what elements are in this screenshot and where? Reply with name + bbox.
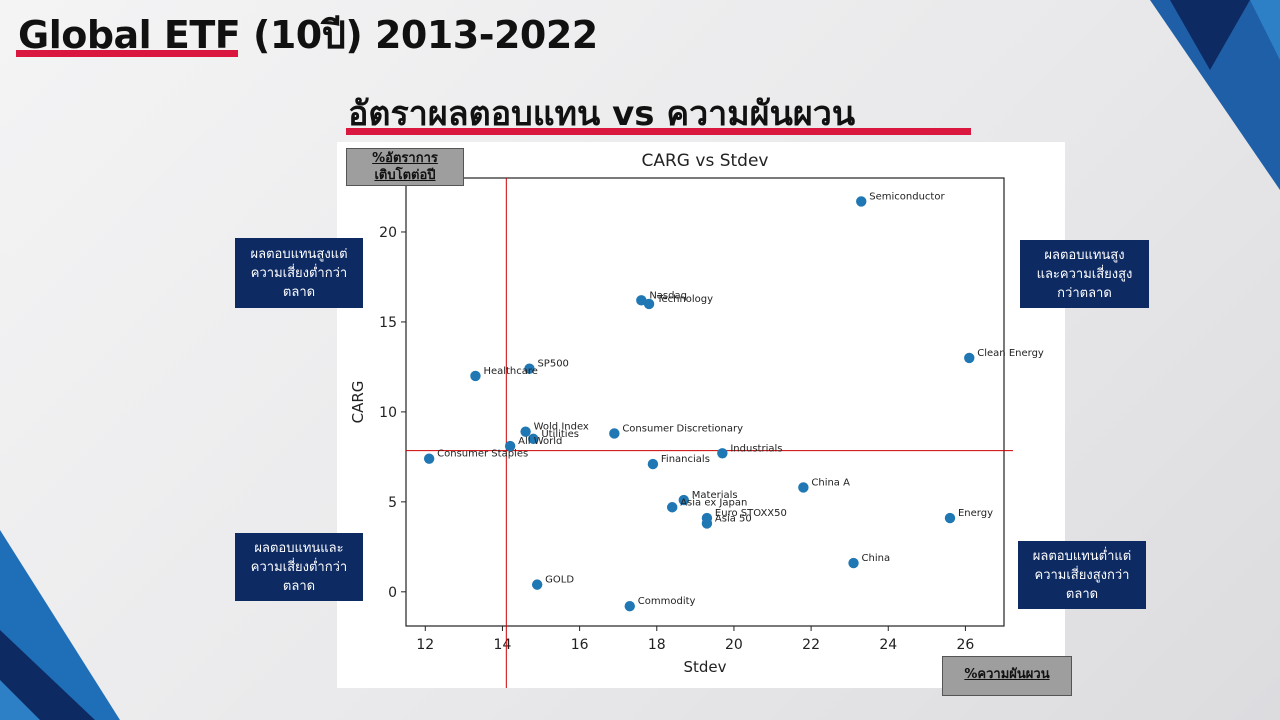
- y-tick-label: 15: [379, 315, 397, 331]
- scatter-chart: CARG vs Stdev 12 14 16 18 20 22 24 26 0 5 10 15 20 Std…: [349, 151, 1044, 688]
- data-point: [524, 363, 535, 374]
- data-point: [701, 518, 713, 529]
- data-point-label: Utilities: [541, 429, 579, 440]
- quadrant-top-left-box: ผลตอบแทนสูงแต่ ความเสี่ยงต่ำกว่า ตลาด: [235, 238, 363, 308]
- slide-title: Global ETF (10ปี) 2013-2022: [18, 13, 598, 57]
- data-point-label: Technology: [656, 294, 713, 305]
- data-point-label: Wold Index: [534, 422, 589, 433]
- data-point-label: SP500: [537, 359, 568, 370]
- data-point: [856, 196, 867, 207]
- data-point-label: Materials: [692, 490, 738, 501]
- data-point: [667, 502, 678, 513]
- bottom-left-decoration: [0, 530, 120, 720]
- x-tick-label: 20: [725, 637, 743, 653]
- data-point-label: Commodity: [638, 596, 696, 607]
- data-point: [964, 352, 975, 364]
- y-tick-label: 5: [388, 495, 397, 511]
- data-point-label: Energy: [958, 508, 993, 519]
- data-point-label: Consumer Staples: [437, 449, 528, 460]
- data-point-label: Euro STOXX50: [715, 508, 787, 519]
- quadrant-bottom-left-box: ผลตอบแทนและ ความเสี่ยงต่ำกว่า ตลาด: [235, 533, 363, 601]
- y-tick-label: 20: [379, 225, 397, 241]
- quadrant-bottom-right-box: ผลตอบแทนต่ำแต่ ความเสี่ยงสูงกว่า ตลาด: [1018, 541, 1146, 609]
- data-point: [643, 298, 655, 310]
- data-point-label: Industrials: [730, 443, 782, 454]
- data-point-label: Clean Energy: [977, 348, 1044, 359]
- x-tick-label: 26: [957, 637, 975, 653]
- data-point: [636, 295, 647, 306]
- quadrant-top-right-box: ผลตอบแทนสูง และความเสี่ยงสูง กว่าตลาด: [1020, 240, 1149, 308]
- data-point: [520, 426, 531, 437]
- y-tick-label: 10: [379, 405, 397, 421]
- data-point: [470, 370, 481, 382]
- data-point: [647, 458, 659, 470]
- chart-title: CARG vs Stdev: [642, 151, 769, 171]
- data-point-label: Asia 50: [715, 513, 752, 524]
- x-tick-label: 16: [571, 637, 589, 653]
- subtitle-underline: [346, 128, 971, 135]
- top-right-decoration: [1150, 0, 1280, 190]
- data-point-label: Asia ex Japan: [680, 497, 747, 508]
- data-point-label: China A: [811, 477, 850, 488]
- data-point: [624, 601, 635, 612]
- plot-frame: [405, 177, 1005, 627]
- data-point: [528, 433, 539, 445]
- x-axis-tag: %ความผันผวน: [942, 656, 1072, 696]
- slide-subtitle: อัตราผลตอบแทน vs ความผันผวน: [348, 94, 856, 134]
- data-point-label: All World: [518, 436, 562, 447]
- data-point: [609, 428, 620, 439]
- data-point-label: Consumer Discretionary: [622, 423, 743, 434]
- data-point: [944, 512, 956, 524]
- data-point: [848, 557, 859, 569]
- data-point: [798, 482, 809, 493]
- data-point-label: GOLD: [545, 575, 574, 586]
- y-axis-tag: %อัตราการ เติบโตต่อปี: [346, 148, 464, 186]
- x-tick-label: 22: [802, 637, 820, 653]
- x-tick-label: 14: [494, 637, 512, 653]
- data-point-label: Healthcare: [483, 366, 538, 377]
- data-point-label: Nasdaq: [649, 290, 687, 301]
- data-point: [423, 453, 435, 464]
- x-tick-label: 12: [416, 637, 434, 653]
- y-tick-label: 0: [388, 585, 397, 601]
- data-point: [531, 579, 543, 590]
- x-tick-label: 24: [879, 637, 897, 653]
- y-axis-label: CARG: [349, 381, 367, 424]
- x-tick-label: 18: [648, 637, 666, 653]
- title-underline: [16, 50, 238, 57]
- chart-panel: CARG vs Stdev 12 14 16 18 20 22 24 26 0 5 10 15 20 Std…: [337, 142, 1065, 688]
- data-point-label: China: [862, 553, 891, 564]
- data-point: [717, 448, 728, 459]
- data-point: [678, 494, 689, 506]
- data-point-label: Financials: [661, 454, 710, 465]
- data-point-label: Semiconductor: [869, 191, 945, 202]
- data-point: [504, 440, 516, 452]
- x-axis-label: Stdev: [683, 658, 726, 676]
